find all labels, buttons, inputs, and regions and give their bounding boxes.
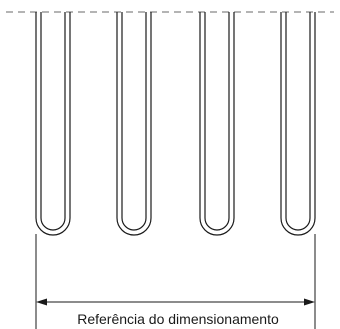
tube-4 bbox=[280, 12, 316, 236]
tube-3 bbox=[199, 12, 235, 236]
tube-1 bbox=[35, 12, 71, 236]
dimension-arrow-right bbox=[304, 298, 315, 306]
dimension-arrow-left bbox=[36, 298, 47, 306]
tube-2 bbox=[116, 12, 152, 236]
dimension-label: Referência do dimensionamento bbox=[77, 311, 279, 327]
